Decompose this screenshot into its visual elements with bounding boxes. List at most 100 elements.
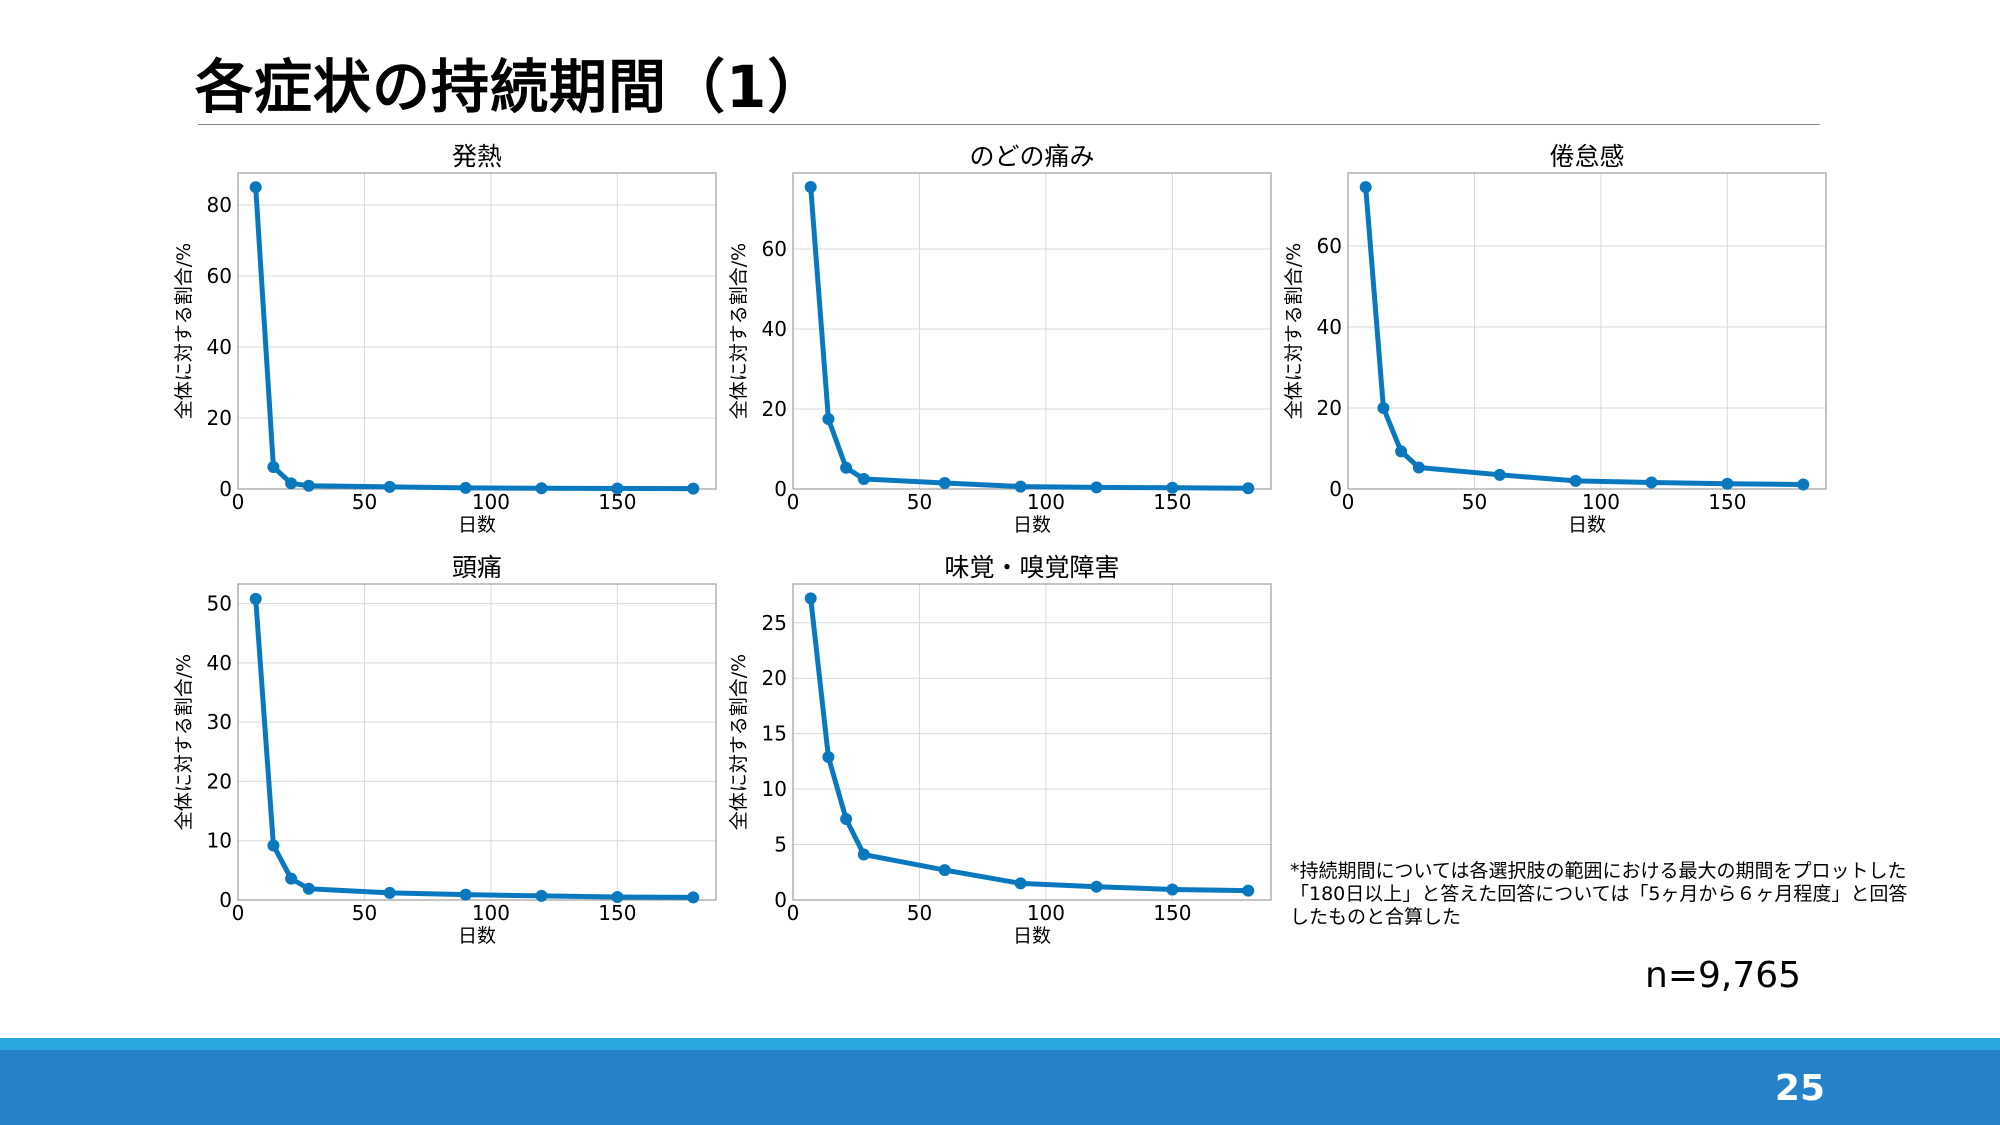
x-tick-label: 100 (472, 490, 510, 514)
x-tick-label: 150 (1708, 490, 1746, 514)
y-tick-label: 60 (762, 237, 787, 261)
data-point (1377, 401, 1390, 414)
x-tick-label: 100 (1027, 901, 1065, 925)
footer-bar (0, 1050, 2000, 1125)
data-point (687, 891, 700, 904)
x-tick-label: 100 (1582, 490, 1620, 514)
x-tick-label: 0 (787, 490, 800, 514)
data-point (1166, 883, 1179, 896)
y-tick-label: 0 (1329, 477, 1342, 501)
x-axis-label: 日数 (1013, 514, 1051, 536)
y-tick-label: 5 (774, 833, 787, 857)
x-tick-label: 50 (907, 901, 932, 925)
plot-frame (1347, 172, 1827, 490)
data-point (1493, 468, 1506, 481)
data-point (459, 481, 472, 494)
y-tick-label: 40 (762, 317, 787, 341)
y-axis-label: 全体に対する割合/% (1283, 243, 1305, 419)
series-line (253, 184, 696, 492)
y-axis-label: 全体に対する割合/% (728, 243, 750, 419)
data-point (1797, 478, 1810, 491)
data-point (822, 750, 835, 763)
y-tick-label: 40 (1317, 315, 1342, 339)
x-tick-label: 50 (352, 901, 377, 925)
plot-frame (792, 172, 1272, 490)
chart-taste-smell: 味覚・嗅覚障害 0 50 100 150 0 5 10 15 20 25 日数 全体に対する割合/% (728, 553, 1272, 947)
data-point (249, 181, 262, 194)
data-point (840, 813, 853, 826)
data-point (1242, 482, 1255, 495)
plot-frame (792, 583, 1272, 901)
slide-title: 各症状の持続期間（1） (195, 53, 827, 121)
series-line (253, 596, 696, 900)
y-tick-label: 30 (207, 710, 232, 734)
page-number: 25 (1774, 1068, 1825, 1109)
x-tick-label: 0 (1342, 490, 1355, 514)
data-point (1721, 477, 1734, 490)
data-point (840, 461, 853, 474)
data-point (535, 889, 548, 902)
data-point (535, 482, 548, 495)
data-point (285, 477, 298, 490)
data-point (822, 413, 835, 425)
data-point (687, 482, 700, 495)
plot-frame (237, 583, 717, 901)
y-axis-label: 全体に対する割合/% (173, 654, 195, 830)
data-point (302, 479, 315, 492)
chart-title: 倦怠感 (1549, 142, 1624, 171)
y-tick-label: 0 (219, 477, 232, 501)
data-point (938, 477, 951, 489)
y-tick-label: 20 (762, 397, 787, 421)
title-divider (198, 124, 1820, 125)
x-tick-label: 150 (598, 901, 636, 925)
y-tick-label: 60 (207, 264, 232, 288)
y-tick-label: 25 (762, 611, 787, 635)
series-line (1363, 184, 1806, 488)
y-tick-label: 10 (762, 777, 787, 801)
x-tick-label: 50 (1462, 490, 1487, 514)
chart-headache: 頭痛 0 50 100 150 0 10 20 30 40 50 日数 全体に対する割合/% (173, 553, 717, 947)
data-point (804, 592, 817, 605)
y-axis-label: 全体に対する割合/% (728, 654, 750, 830)
x-tick-label: 0 (232, 490, 245, 514)
y-tick-label: 0 (219, 888, 232, 912)
footnote: *持続期間については各選択肢の範囲における最大の期間をプロットした 「180日以… (1290, 860, 1990, 929)
sample-size: n=9,765 (1645, 955, 1802, 996)
chart-title: のどの痛み (969, 142, 1094, 171)
y-tick-label: 80 (207, 193, 232, 217)
footnote-line: したものと合算した (1290, 906, 1462, 928)
y-tick-label: 20 (207, 769, 232, 793)
data-point (1569, 474, 1582, 487)
x-tick-label: 50 (352, 490, 377, 514)
footnote-line: *持続期間については各選択肢の範囲における最大の期間をプロットした (1290, 860, 1907, 882)
data-point (1014, 480, 1027, 493)
data-point (1359, 181, 1372, 194)
footer-accent-bar (0, 1038, 2000, 1050)
x-axis-label: 日数 (458, 514, 496, 536)
data-point (938, 864, 951, 877)
data-point (1090, 880, 1103, 893)
x-tick-label: 0 (787, 901, 800, 925)
plot-frame (237, 172, 717, 490)
y-tick-label: 20 (762, 666, 787, 690)
y-tick-label: 20 (1317, 396, 1342, 420)
x-tick-label: 0 (232, 901, 245, 925)
x-tick-label: 150 (1153, 490, 1191, 514)
y-tick-label: 10 (207, 829, 232, 853)
data-point (383, 480, 396, 493)
data-point (857, 473, 870, 485)
chart-title: 発熱 (452, 142, 502, 171)
y-tick-label: 0 (774, 477, 787, 501)
data-point (249, 592, 262, 605)
chart-title: 味覚・嗅覚障害 (944, 553, 1119, 582)
data-point (267, 839, 280, 852)
data-point (1166, 481, 1179, 494)
footnote-line: 「180日以上」と答えた回答については「5ヶ月から６ヶ月程度」と回答 (1290, 883, 1908, 905)
y-tick-label: 20 (207, 406, 232, 430)
data-point (302, 882, 315, 895)
y-tick-label: 40 (207, 651, 232, 675)
data-point (383, 886, 396, 899)
data-point (1242, 884, 1255, 897)
x-tick-label: 50 (907, 490, 932, 514)
